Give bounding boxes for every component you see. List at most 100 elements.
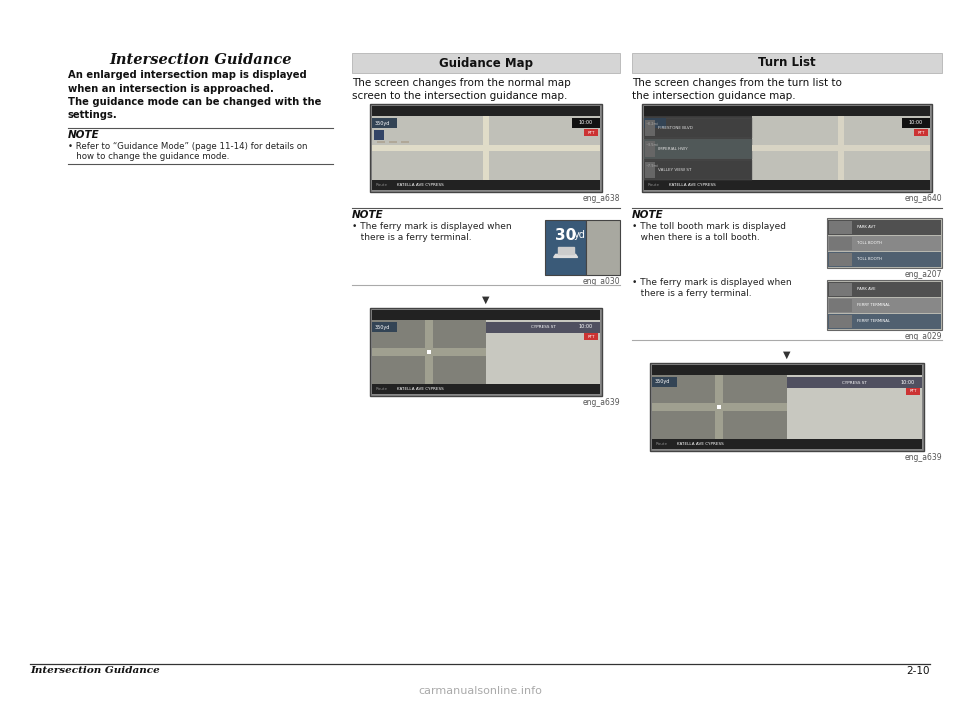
Text: screen to the intersection guidance map.: screen to the intersection guidance map.: [352, 91, 567, 101]
Text: CYPRESS ST: CYPRESS ST: [842, 380, 867, 384]
Text: VALLEY VIEW ST: VALLEY VIEW ST: [658, 168, 691, 172]
Text: Intersection Guidance: Intersection Guidance: [109, 53, 292, 67]
Bar: [828, 297, 941, 313]
Text: An enlarged intersection map is displayed: An enlarged intersection map is displaye…: [68, 70, 307, 80]
Text: ▼: ▼: [482, 295, 490, 305]
Text: eng_a029: eng_a029: [904, 332, 942, 341]
Bar: [902, 118, 930, 128]
Text: The screen changes from the normal map: The screen changes from the normal map: [352, 78, 571, 88]
Text: how to change the guidance mode.: how to change the guidance mode.: [68, 152, 229, 161]
Text: The screen changes from the turn list to: The screen changes from the turn list to: [632, 78, 842, 88]
Bar: [486, 320, 600, 384]
Text: eng_a638: eng_a638: [583, 194, 620, 203]
Bar: [829, 282, 852, 296]
Bar: [906, 388, 920, 395]
Bar: [828, 219, 941, 235]
Bar: [372, 145, 600, 151]
Bar: [372, 180, 600, 190]
Text: there is a ferry terminal.: there is a ferry terminal.: [632, 289, 752, 298]
Bar: [652, 403, 787, 411]
Text: 10:00: 10:00: [579, 120, 593, 125]
Text: Turn List: Turn List: [758, 57, 816, 69]
Text: 350yd: 350yd: [655, 379, 670, 384]
Text: 10:00: 10:00: [579, 324, 593, 329]
Bar: [427, 350, 431, 354]
Bar: [370, 104, 602, 192]
Bar: [372, 348, 486, 356]
Text: Route: Route: [376, 183, 388, 187]
Text: RTT: RTT: [588, 334, 595, 338]
Text: TOLL BOOTH: TOLL BOOTH: [856, 257, 881, 261]
Bar: [828, 282, 941, 297]
Text: • The toll booth mark is displayed: • The toll booth mark is displayed: [632, 222, 786, 231]
Text: NOTE: NOTE: [68, 130, 100, 140]
Bar: [894, 377, 922, 387]
Text: eng_a639: eng_a639: [583, 398, 620, 407]
Bar: [838, 116, 844, 180]
Text: CYPRESS ST: CYPRESS ST: [531, 326, 556, 329]
Bar: [587, 220, 620, 275]
Bar: [644, 139, 752, 159]
Bar: [715, 375, 723, 439]
Bar: [644, 180, 930, 190]
Text: 2-10: 2-10: [906, 666, 930, 676]
Text: FERRY TERMINAL: FERRY TERMINAL: [856, 319, 890, 323]
Text: TOLL BOOTH: TOLL BOOTH: [856, 241, 881, 245]
Bar: [650, 363, 924, 451]
Text: The guidance mode can be changed with the: The guidance mode can be changed with th…: [68, 97, 322, 107]
Text: there is a ferry terminal.: there is a ferry terminal.: [352, 233, 471, 242]
Text: eng_a639: eng_a639: [904, 453, 942, 462]
Bar: [652, 439, 922, 449]
Text: 10:00: 10:00: [900, 379, 915, 384]
Bar: [644, 116, 752, 180]
Bar: [401, 141, 409, 143]
Text: KATELLA AVE CYPRESS: KATELLA AVE CYPRESS: [677, 442, 724, 446]
Bar: [374, 130, 384, 140]
Text: Intersection Guidance: Intersection Guidance: [30, 666, 159, 675]
Bar: [632, 53, 942, 73]
Bar: [644, 160, 752, 180]
Bar: [372, 320, 486, 384]
Text: NOTE: NOTE: [632, 210, 663, 220]
Polygon shape: [558, 247, 574, 254]
Text: ~3.5mi: ~3.5mi: [646, 143, 659, 147]
Bar: [572, 118, 600, 128]
Text: when an intersection is approached.: when an intersection is approached.: [68, 84, 274, 93]
Text: KATELLA AVE CYPRESS: KATELLA AVE CYPRESS: [397, 387, 444, 391]
Text: 350yd: 350yd: [375, 120, 391, 125]
Text: RTT: RTT: [588, 130, 595, 135]
Bar: [372, 384, 600, 394]
Bar: [372, 310, 600, 320]
Text: 30: 30: [555, 228, 576, 243]
Text: KATELLA AVE CYPRESS: KATELLA AVE CYPRESS: [669, 183, 716, 187]
Bar: [645, 120, 655, 136]
Bar: [584, 129, 598, 136]
Bar: [372, 116, 600, 180]
Bar: [645, 162, 655, 178]
Bar: [829, 299, 852, 312]
Bar: [352, 53, 620, 73]
Bar: [752, 116, 930, 180]
Bar: [644, 106, 930, 116]
Text: NOTE: NOTE: [352, 210, 384, 220]
Bar: [829, 253, 852, 266]
Text: settings.: settings.: [68, 110, 118, 120]
Text: ▼: ▼: [783, 350, 791, 360]
Text: eng_a640: eng_a640: [904, 194, 942, 203]
Text: Route: Route: [648, 183, 660, 187]
Text: RTT: RTT: [917, 130, 924, 135]
Bar: [829, 236, 852, 250]
Text: the intersection guidance map.: the intersection guidance map.: [632, 91, 796, 101]
Text: eng_a207: eng_a207: [904, 270, 942, 279]
Bar: [644, 118, 752, 138]
Bar: [827, 280, 942, 330]
Bar: [645, 141, 655, 157]
Bar: [584, 333, 598, 340]
Text: KATELLA AVE CYPRESS: KATELLA AVE CYPRESS: [397, 183, 444, 187]
Bar: [828, 236, 941, 251]
Bar: [572, 322, 600, 332]
Text: Route: Route: [376, 387, 388, 391]
Polygon shape: [554, 254, 578, 258]
Text: RTT: RTT: [909, 389, 917, 394]
Bar: [644, 118, 666, 128]
